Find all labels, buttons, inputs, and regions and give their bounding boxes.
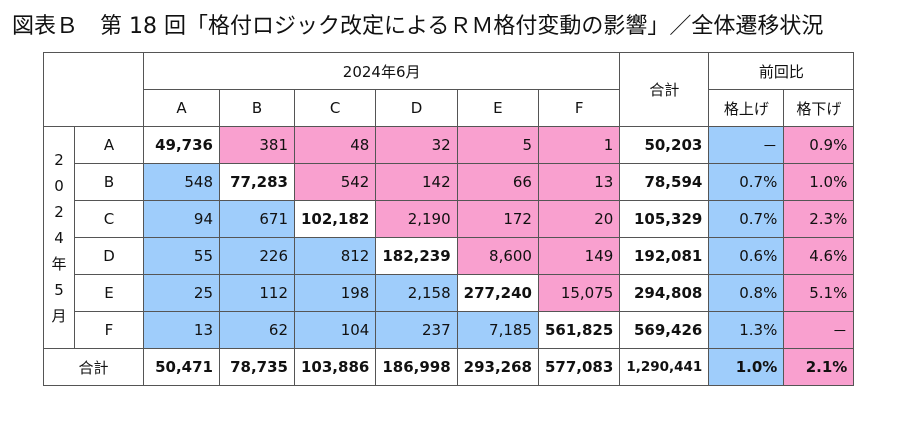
footer-down-ratio: 2.1% <box>783 348 855 386</box>
up-ratio: 0.7% <box>708 200 785 238</box>
table-cell: 172 <box>456 200 539 238</box>
table-cell: 62 <box>219 311 295 349</box>
figure-title: 図表Ｂ 第 18 回「格付ロジック改定によるＲＭ格付変動の影響」／全体遷移状況 <box>12 14 824 39</box>
col-header-d: D <box>375 89 458 127</box>
table-cell: 182,239 <box>375 237 458 275</box>
table-cell: 237 <box>375 311 458 349</box>
row-total: 50,203 <box>619 126 710 164</box>
table-cell: 812 <box>293 237 377 275</box>
table-cell: 66 <box>456 163 539 201</box>
row-total: 569,426 <box>619 311 710 349</box>
table-cell: 542 <box>293 163 377 201</box>
down-ratio: 4.6% <box>783 237 855 275</box>
col-header-c: C <box>293 89 377 127</box>
table-cell: 1 <box>537 126 621 164</box>
table-cell: 7,185 <box>456 311 539 349</box>
grand-total: 1,290,441 <box>619 348 710 386</box>
row-group-label: 2 0 2 4 年 5 月 <box>43 126 75 349</box>
table-cell: 226 <box>219 237 295 275</box>
row-total: 294,808 <box>619 274 710 312</box>
row-label: D <box>74 237 144 275</box>
row-label: F <box>74 311 144 349</box>
down-ratio: 1.0% <box>783 163 855 201</box>
table-cell: 8,600 <box>456 237 539 275</box>
table-cell: 671 <box>219 200 295 238</box>
down-header: 格下げ <box>783 89 855 127</box>
table-cell: 548 <box>143 163 220 201</box>
table-cell: 32 <box>375 126 458 164</box>
table-cell: 561,825 <box>537 311 621 349</box>
row-label: C <box>74 200 144 238</box>
down-ratio: 5.1% <box>783 274 855 312</box>
table-cell: 13 <box>143 311 220 349</box>
down-ratio: 2.3% <box>783 200 855 238</box>
row-label: E <box>74 274 144 312</box>
table-cell: 112 <box>219 274 295 312</box>
table-cell: 20 <box>537 200 621 238</box>
table-cell: 49,736 <box>143 126 220 164</box>
table-cell: 77,283 <box>219 163 295 201</box>
footer-cell: 50,471 <box>143 348 220 386</box>
table-cell: 198 <box>293 274 377 312</box>
up-header: 格上げ <box>708 89 785 127</box>
period-header: 2024年6月 <box>142 52 621 90</box>
corner-cell <box>43 52 144 127</box>
up-ratio: － <box>708 126 785 164</box>
col-header-f: F <box>537 89 621 127</box>
table-cell: 149 <box>537 237 621 275</box>
row-total: 78,594 <box>619 163 710 201</box>
footer-up-ratio: 1.0% <box>708 348 785 386</box>
down-ratio: － <box>783 311 855 349</box>
table-cell: 381 <box>219 126 295 164</box>
footer-label: 合計 <box>43 348 144 386</box>
up-ratio: 1.3% <box>708 311 785 349</box>
down-ratio: 0.9% <box>783 126 855 164</box>
table-cell: 102,182 <box>293 200 377 238</box>
table-cell: 48 <box>293 126 377 164</box>
col-header-e: E <box>456 89 539 127</box>
total-header: 合計 <box>619 52 710 127</box>
table-cell: 5 <box>456 126 539 164</box>
table-cell: 142 <box>375 163 458 201</box>
table-cell: 104 <box>293 311 377 349</box>
table-cell: 2,190 <box>375 200 458 238</box>
up-ratio: 0.7% <box>708 163 785 201</box>
up-ratio: 0.6% <box>708 237 785 275</box>
footer-cell: 577,083 <box>537 348 621 386</box>
table-cell: 25 <box>143 274 220 312</box>
footer-cell: 103,886 <box>293 348 377 386</box>
up-ratio: 0.8% <box>708 274 785 312</box>
row-label: A <box>74 126 144 164</box>
table-cell: 94 <box>143 200 220 238</box>
prev-ratio-header: 前回比 <box>708 52 855 90</box>
footer-cell: 186,998 <box>375 348 458 386</box>
table-cell: 13 <box>537 163 621 201</box>
row-label: B <box>74 163 144 201</box>
col-header-b: B <box>219 89 295 127</box>
row-total: 192,081 <box>619 237 710 275</box>
table-cell: 277,240 <box>456 274 539 312</box>
table-cell: 2,158 <box>375 274 458 312</box>
col-header-a: A <box>143 89 220 127</box>
row-total: 105,329 <box>619 200 710 238</box>
table-cell: 55 <box>143 237 220 275</box>
footer-cell: 78,735 <box>219 348 295 386</box>
table-cell: 15,075 <box>537 274 621 312</box>
footer-cell: 293,268 <box>456 348 539 386</box>
transition-table: 2024年6月 合計 前回比 A B C D E F 格上げ 格下げ 2 0 2… <box>43 52 855 386</box>
